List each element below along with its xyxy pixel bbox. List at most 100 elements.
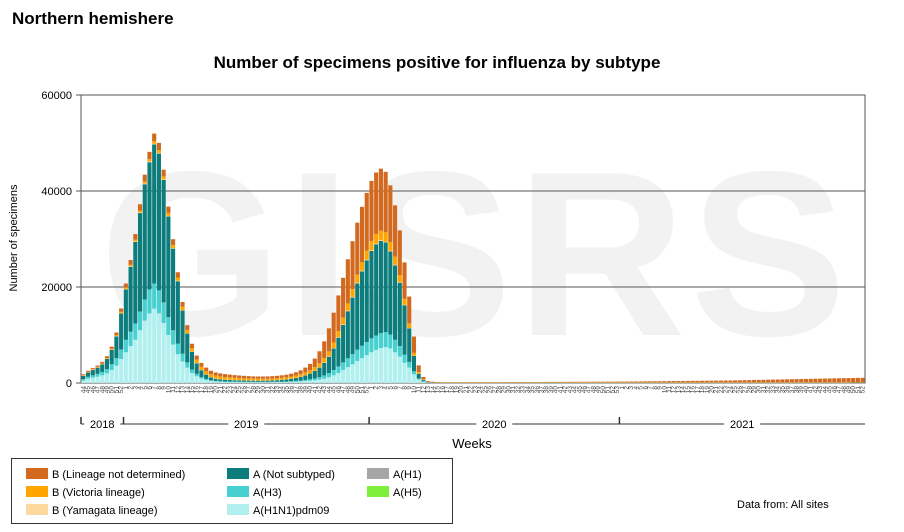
bar-segment <box>110 349 114 350</box>
bar-segment <box>214 379 218 381</box>
bar-segment <box>365 260 369 342</box>
bar-segment <box>157 143 161 150</box>
bar-segment <box>185 330 189 333</box>
bar-segment <box>162 323 166 383</box>
legend-label: B (Victoria lineage) <box>52 487 145 499</box>
bar-segment <box>190 370 194 373</box>
legend-item: A(H5) <box>367 486 422 499</box>
bar-segment <box>218 376 222 379</box>
bar-segment <box>138 210 142 212</box>
legend-item: A(H3) <box>227 486 282 499</box>
bar-segment <box>138 330 142 383</box>
bar-segment <box>195 376 199 383</box>
bar-segment <box>757 380 761 383</box>
bar-segment <box>95 367 99 368</box>
bar-segment <box>190 348 194 351</box>
bar-segment <box>648 381 652 382</box>
bar-segment <box>374 244 378 335</box>
bar-segment <box>237 376 241 379</box>
bar-segment <box>180 354 184 362</box>
bar-segment <box>828 378 832 382</box>
year-label: 2019 <box>234 419 258 431</box>
bar-segment <box>289 382 293 383</box>
bar-segment <box>417 378 421 379</box>
legend-swatch <box>26 504 48 515</box>
bar-segment <box>393 257 397 265</box>
bar-segment <box>176 278 180 281</box>
bar-segment <box>771 380 775 383</box>
bar-segment <box>355 283 359 284</box>
bar-segment <box>152 284 156 309</box>
bar-segment <box>166 335 170 383</box>
bar-segment <box>308 374 312 380</box>
bar-segment <box>582 382 586 383</box>
bar-segment <box>804 379 808 382</box>
bar-segment <box>303 380 307 381</box>
bar-segment <box>110 347 114 349</box>
bar-segment <box>232 382 236 383</box>
bar-segment <box>365 251 369 260</box>
bar-segment <box>180 307 184 310</box>
bar-segment <box>114 358 118 366</box>
bar-segment <box>417 374 421 379</box>
bar-segment <box>124 352 128 383</box>
bar-segment <box>232 378 236 380</box>
bar-segment <box>379 241 383 333</box>
bar-segment <box>242 382 246 383</box>
bar-segment <box>294 376 298 378</box>
bar-segment <box>327 377 331 383</box>
bar-segment <box>856 378 860 383</box>
bar-segment <box>284 377 288 379</box>
bar-segment <box>738 380 742 382</box>
bar-segment <box>393 340 397 352</box>
bar-segment <box>303 372 307 375</box>
bar-segment <box>157 290 161 313</box>
bar-segment <box>360 346 364 358</box>
bar-segment <box>86 377 90 379</box>
bar-segment <box>133 240 137 242</box>
bar-segment <box>275 380 279 382</box>
bar-segment <box>190 373 194 383</box>
bar-segment <box>417 372 421 373</box>
bar-segment <box>275 376 279 378</box>
bar-segment <box>256 381 260 382</box>
bar-segment <box>388 348 392 383</box>
bar-segment <box>223 374 227 377</box>
bar-segment <box>818 379 822 383</box>
bar-segment <box>162 176 166 179</box>
bar-segment <box>388 251 392 334</box>
bar-segment <box>398 357 402 383</box>
bar-segment <box>81 376 85 379</box>
bar-segment <box>199 377 203 379</box>
bar-segment <box>265 382 269 383</box>
bar-segment <box>95 368 99 374</box>
bar-segment <box>365 355 369 383</box>
bar-segment <box>114 336 118 358</box>
bar-segment <box>629 381 633 382</box>
bar-segment <box>157 154 161 291</box>
bar-segment <box>384 347 388 383</box>
bar-segment <box>299 381 303 382</box>
bar-segment <box>129 260 133 265</box>
bar-segment <box>209 371 213 374</box>
bar-segment <box>563 382 567 383</box>
bar-segment <box>171 245 175 248</box>
bar-segment <box>119 359 123 383</box>
bar-segment <box>662 381 666 382</box>
legend-swatch <box>26 486 48 497</box>
bar-segment <box>332 370 336 375</box>
bar-segment <box>114 335 118 336</box>
bar-segment <box>402 305 406 354</box>
bar-segment <box>360 207 364 262</box>
bar-segment <box>119 313 123 349</box>
bar-segment <box>157 153 161 154</box>
bar-segment <box>412 336 416 352</box>
bar-segment <box>265 379 269 381</box>
bar-segment <box>317 380 321 383</box>
bar-segment <box>294 381 298 382</box>
bar-segment <box>327 373 331 377</box>
bar-segment <box>402 262 406 298</box>
bar-segment <box>129 267 133 332</box>
bar-segment <box>341 362 345 370</box>
bar-segment <box>251 381 255 382</box>
